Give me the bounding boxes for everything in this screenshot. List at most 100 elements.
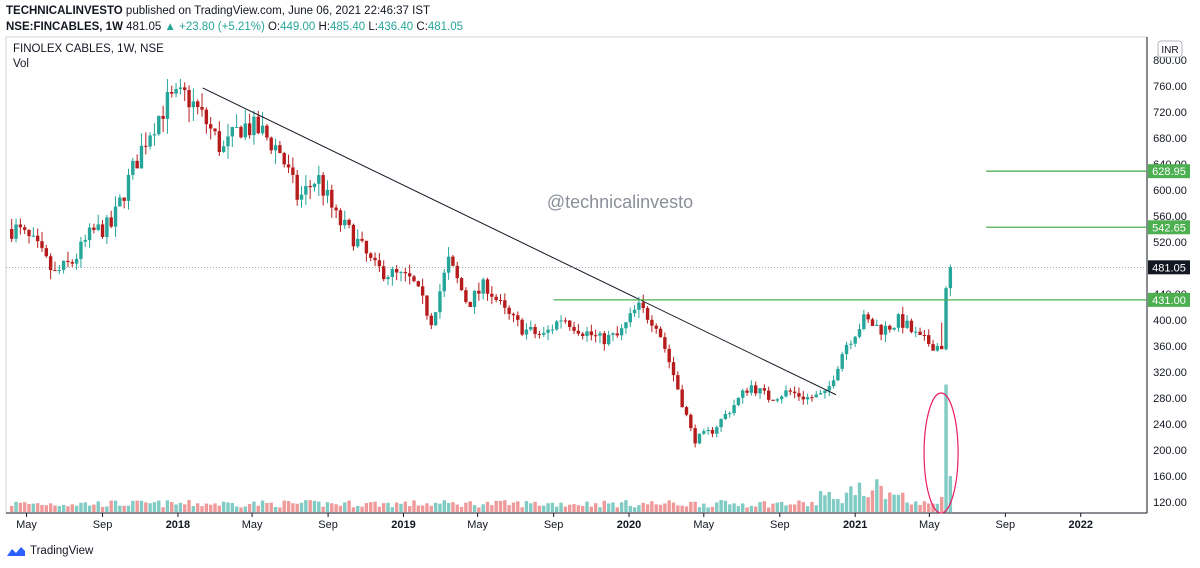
volume-bar [624, 500, 628, 512]
candle-body [459, 278, 464, 291]
last-price: 481.05 [126, 21, 162, 33]
volume-bar [676, 505, 680, 512]
candle-body [516, 315, 520, 320]
price-tick-label: 200.00 [1153, 445, 1187, 457]
volume-bar [100, 506, 105, 512]
volume-bar [797, 500, 801, 512]
time-tick-label: Sep [318, 519, 338, 531]
footer[interactable]: TradingView [6, 545, 93, 557]
volume-bar [144, 502, 148, 512]
volume-bar [18, 502, 23, 512]
candle-body [593, 335, 598, 337]
volume-highlight-ellipse[interactable] [923, 392, 959, 514]
watermark-text: @technicalinvesto [547, 192, 693, 212]
candle-body [451, 256, 455, 266]
volume-bar [580, 506, 585, 512]
candle-body [44, 248, 49, 257]
volume-bar [939, 497, 944, 512]
candle-body [278, 145, 282, 154]
volume-bar [857, 482, 862, 512]
candle-body [364, 240, 369, 254]
volume-bar [70, 504, 74, 512]
candle-body [308, 185, 312, 188]
volume-bar [922, 501, 927, 512]
candle-body [148, 135, 152, 147]
candle-body [550, 329, 555, 331]
volume-bar [680, 505, 684, 512]
candle-body [144, 145, 148, 147]
currency-badge[interactable]: INR [1157, 40, 1183, 58]
candle-body [273, 145, 278, 151]
candle-body [537, 334, 542, 336]
candle-body [689, 414, 693, 429]
candle-body [87, 227, 92, 241]
volume-bar [831, 499, 836, 512]
publish-info: published on TradingView.com, June 06, 2… [125, 5, 431, 17]
candle-body [918, 331, 922, 335]
candle-body [472, 290, 477, 307]
volume-bar [356, 505, 360, 512]
candle-body [818, 393, 823, 395]
candle-body [468, 301, 472, 307]
volume-bar [529, 503, 533, 512]
volume-bar [671, 502, 676, 512]
candle-body [208, 124, 213, 129]
volume-bar [866, 497, 870, 512]
volume-bar [520, 507, 524, 512]
volume-bar [637, 505, 641, 512]
candle-body [234, 126, 239, 128]
volume-bar [749, 505, 754, 512]
candle-body [18, 224, 23, 228]
volume-bar [879, 485, 883, 512]
volume-bar [416, 505, 421, 512]
volume-bar [79, 502, 83, 512]
volume-bar [754, 506, 758, 512]
candle-body [334, 207, 338, 211]
candle-body [239, 126, 243, 138]
candle-body [304, 185, 308, 195]
candle-body [637, 302, 641, 310]
volume-bar [351, 507, 356, 512]
candle-body [741, 390, 745, 398]
candle-body [944, 288, 948, 350]
price-axis[interactable]: 120.00 160.00 200.00 240.00 280.00 320.00 360.… [1153, 55, 1187, 509]
time-axis[interactable]: May Sep 2018 May Sep 2019 May Sep 2020 May Sep 2021… [16, 513, 1093, 531]
trendline[interactable] [202, 87, 837, 396]
candle-body [416, 281, 421, 287]
volume-bar [853, 495, 857, 512]
volume-bar [325, 502, 330, 512]
candle-body [178, 87, 183, 90]
price-tick-label: 760.00 [1153, 81, 1187, 93]
volume-bar [593, 503, 598, 512]
candle-body [810, 397, 814, 399]
volume-bar [918, 504, 922, 512]
candle-body [914, 331, 918, 333]
volume-bar [113, 500, 118, 512]
candle-body [213, 128, 217, 132]
volume-bar [96, 501, 100, 512]
candle-body [477, 290, 481, 294]
candle-body [935, 345, 940, 351]
candle-body [628, 313, 632, 323]
volume-bar [377, 506, 382, 512]
candle-body [939, 345, 944, 350]
candle-body [576, 330, 581, 334]
volume-bar [364, 503, 369, 512]
time-tick-label: 2020 [617, 519, 641, 531]
candle-body [766, 390, 771, 400]
candle-body [555, 321, 559, 330]
candle-body [442, 272, 446, 292]
volume-bar [161, 507, 165, 512]
price-tick-label: 720.00 [1153, 107, 1187, 119]
ohlc-open: O:449.00 [267, 21, 316, 33]
volume-bar [550, 502, 555, 512]
candle-body [529, 326, 533, 330]
price-tick-label: 560.00 [1153, 211, 1187, 223]
volume-bar [472, 505, 477, 512]
volume-bar [788, 504, 793, 512]
author-name[interactable]: TECHNICALINVESTO [6, 5, 123, 17]
candle-body [606, 334, 611, 345]
legend-title: FINOLEX CABLES, 1W, NSE [13, 43, 164, 55]
volume-bar [862, 495, 866, 512]
